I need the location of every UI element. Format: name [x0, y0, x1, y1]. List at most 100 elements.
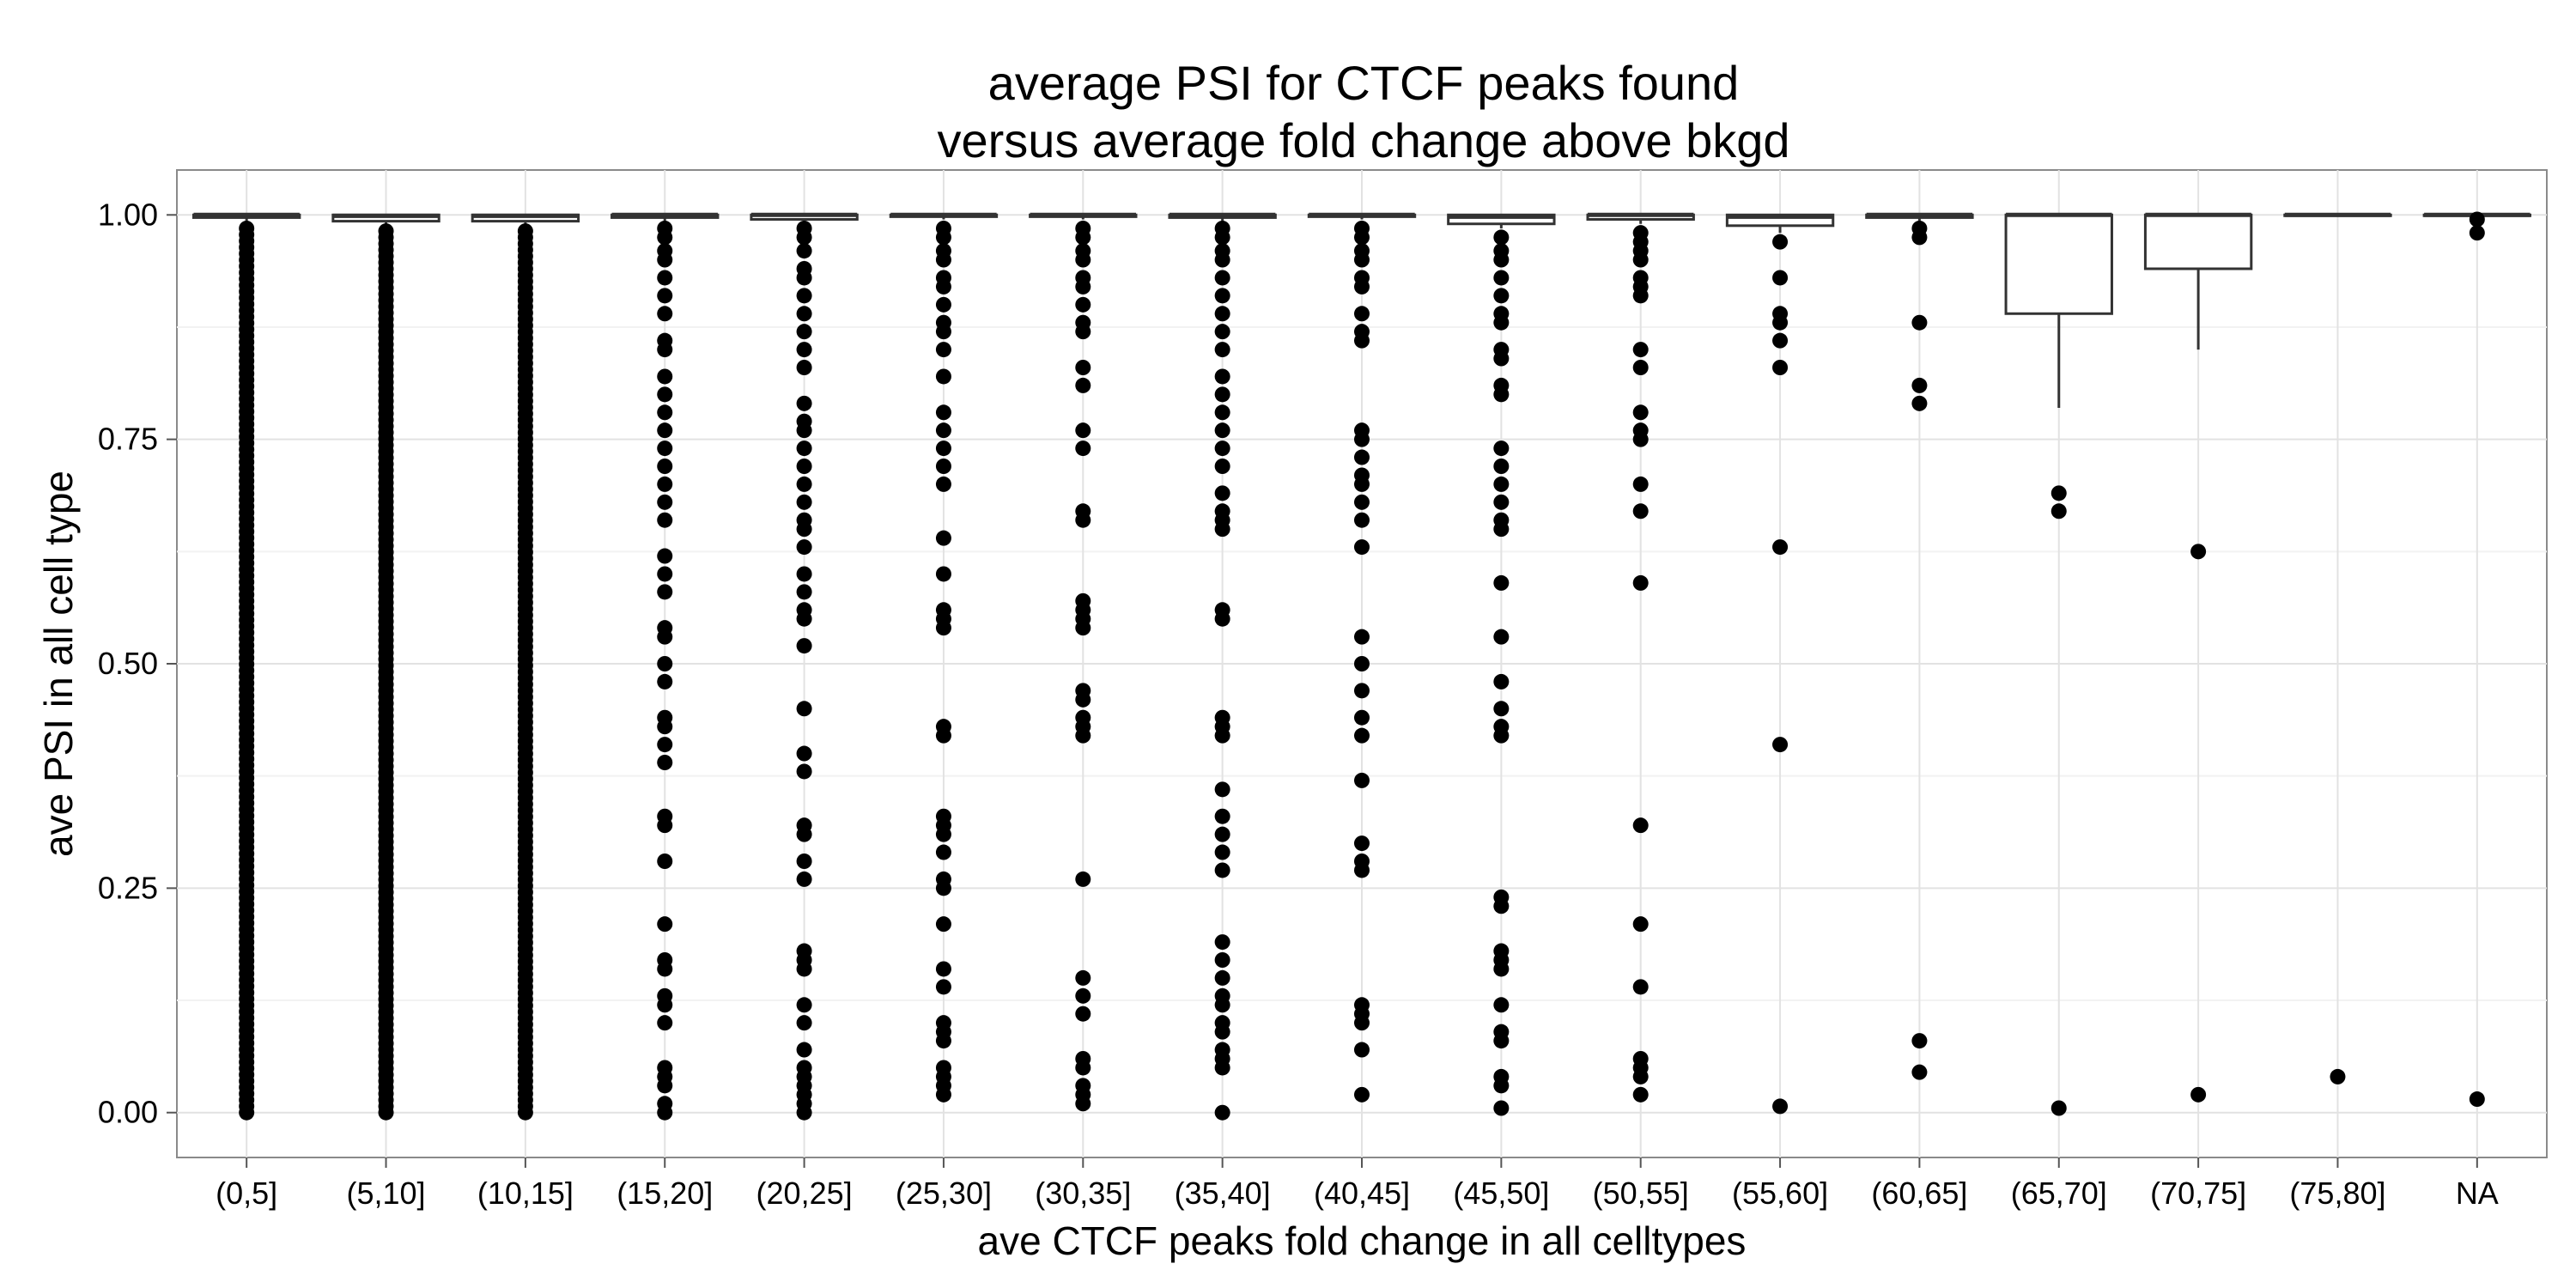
outlier-point	[657, 476, 673, 492]
outlier-point	[1075, 620, 1091, 636]
outlier-point	[657, 755, 673, 770]
outlier-point	[796, 324, 812, 340]
chart-title-line-1: average PSI for CTCF peaks found	[988, 56, 1740, 110]
x-tick-label: (75,80]	[2289, 1176, 2385, 1211]
outlier-point	[796, 459, 812, 474]
x-tick-label: (15,20]	[617, 1176, 713, 1211]
outlier-point	[1493, 440, 1510, 457]
outlier-point	[1214, 826, 1230, 842]
x-axis-title: ave CTCF peaks fold change in all cellty…	[978, 1218, 1747, 1263]
outlier-point	[1493, 229, 1510, 246]
outlier-point	[1632, 360, 1649, 375]
outlier-point	[1632, 916, 1649, 933]
outlier-point	[1214, 781, 1230, 798]
outlier-point	[1354, 512, 1370, 528]
outlier-point	[657, 404, 673, 421]
outlier-point	[1075, 278, 1091, 295]
outlier-point	[935, 566, 951, 582]
y-tick-label: 0.75	[98, 422, 158, 457]
x-tick-label: (5,10]	[346, 1176, 425, 1211]
x-tick-label: (20,25]	[756, 1176, 853, 1211]
outlier-point	[657, 288, 673, 304]
outlier-point	[796, 1104, 812, 1121]
outlier-point	[657, 512, 673, 528]
outlier-point	[1214, 862, 1230, 878]
outlier-point	[1493, 1078, 1510, 1094]
y-tick-label: 0.25	[98, 870, 158, 905]
outlier-point	[796, 395, 812, 411]
outlier-point	[796, 611, 812, 627]
x-tick-label: (10,15]	[477, 1176, 574, 1211]
outlier-point	[796, 521, 812, 538]
outlier-point	[1354, 539, 1370, 556]
outlier-point	[796, 763, 812, 780]
outlier-point	[1075, 360, 1091, 375]
outlier-point	[1214, 1024, 1230, 1040]
x-tick-label: (0,5]	[216, 1176, 277, 1211]
outlier-point	[1632, 342, 1649, 358]
outlier-point	[935, 620, 951, 636]
outlier-point	[1772, 737, 1789, 753]
outlier-point	[1493, 629, 1510, 645]
outlier-point	[1632, 288, 1649, 304]
outlier-point	[1214, 844, 1230, 860]
outlier-point	[1632, 431, 1649, 447]
outlier-point	[1632, 1086, 1649, 1103]
outlier-point	[2050, 485, 2067, 501]
outlier-point	[796, 539, 812, 556]
outlier-point	[1632, 1068, 1649, 1084]
outlier-point	[1493, 1033, 1510, 1049]
outlier-point	[1354, 494, 1370, 510]
outlier-point	[1354, 252, 1370, 268]
outlier-point	[657, 997, 673, 1013]
outlier-point	[1772, 314, 1789, 331]
outlier-point	[657, 1078, 673, 1094]
outlier-point	[1214, 270, 1230, 286]
outlier-point	[935, 368, 951, 385]
outlier-point	[796, 270, 812, 286]
outlier-point	[1075, 1060, 1091, 1076]
outlier-point	[935, 1033, 951, 1049]
outlier-point	[1493, 997, 1510, 1013]
outlier-point	[1354, 431, 1370, 447]
outlier-point	[935, 324, 951, 340]
x-tick-label: (30,35]	[1035, 1176, 1131, 1211]
outlier-point	[1632, 404, 1649, 421]
outlier-point	[796, 854, 812, 869]
outlier-point	[1772, 539, 1789, 556]
y-tick-label: 0.50	[98, 646, 158, 681]
outlier-point	[935, 826, 951, 842]
outlier-point	[796, 229, 812, 246]
outlier-point	[1214, 969, 1230, 986]
outlier-point	[1493, 673, 1510, 690]
outlier-point	[1075, 1096, 1091, 1112]
outlier-point	[657, 306, 673, 322]
outlier-point	[1911, 314, 1928, 331]
outlier-point	[1214, 1104, 1230, 1121]
outlier-point	[1354, 835, 1370, 852]
outlier-point	[1911, 229, 1928, 246]
outlier-point	[796, 638, 812, 654]
outlier-point	[1493, 386, 1510, 403]
outlier-point	[1354, 629, 1370, 645]
outlier-point	[1772, 360, 1789, 375]
outlier-point	[657, 1015, 673, 1031]
outlier-point	[796, 440, 812, 457]
outlier-point	[1214, 368, 1230, 385]
outlier-point	[796, 1042, 812, 1058]
outlier-point	[239, 220, 255, 236]
y-tick-label: 0.00	[98, 1095, 158, 1130]
outlier-point	[1075, 691, 1091, 708]
outlier-point	[796, 243, 812, 259]
outlier-point	[1214, 952, 1230, 968]
outlier-point	[1632, 476, 1649, 492]
outlier-point	[1214, 252, 1230, 268]
outlier-point	[2190, 544, 2207, 560]
outlier-point	[1214, 808, 1230, 824]
outlier-point	[2469, 225, 2485, 241]
outlier-point	[796, 871, 812, 887]
outlier-point	[1214, 459, 1230, 474]
outlier-point	[1214, 342, 1230, 358]
outlier-point	[2050, 1100, 2067, 1116]
